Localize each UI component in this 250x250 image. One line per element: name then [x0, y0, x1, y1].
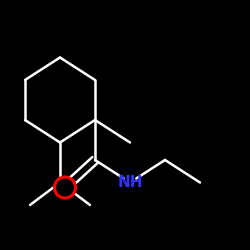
Circle shape	[54, 177, 76, 198]
Text: NH: NH	[117, 175, 143, 190]
